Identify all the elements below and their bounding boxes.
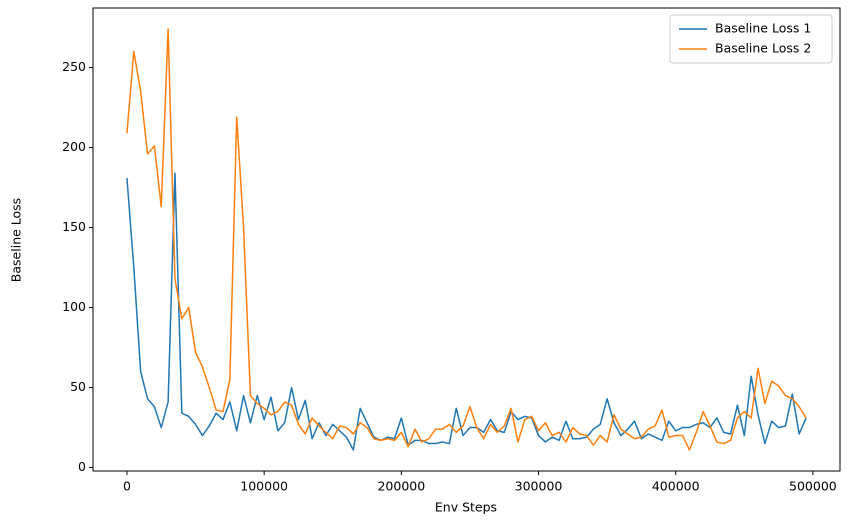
y-tick-label: 250 xyxy=(62,59,86,74)
x-tick-label: 100000 xyxy=(240,479,288,494)
data-line xyxy=(126,28,807,451)
x-tick-label: 400000 xyxy=(652,479,700,494)
x-tick-label: 300000 xyxy=(515,479,563,494)
x-tick-label: 0 xyxy=(123,479,131,494)
data-line xyxy=(126,172,807,451)
y-axis-label: Baseline Loss xyxy=(9,198,24,282)
x-tick-label: 200000 xyxy=(377,479,425,494)
legend-box xyxy=(669,14,833,64)
y-tick-label: 100 xyxy=(62,299,86,314)
y-tick-label: 50 xyxy=(70,379,86,394)
y-tick-label: 0 xyxy=(78,459,86,474)
y-tick-label: 150 xyxy=(62,219,86,234)
y-tick-label: 200 xyxy=(62,139,86,154)
x-axis-label: Env Steps xyxy=(435,500,497,515)
legend-label: Baseline Loss 2 xyxy=(715,41,811,56)
x-tick-label: 500000 xyxy=(789,479,837,494)
axes-frame xyxy=(92,7,841,472)
legend-label: Baseline Loss 1 xyxy=(715,21,811,36)
